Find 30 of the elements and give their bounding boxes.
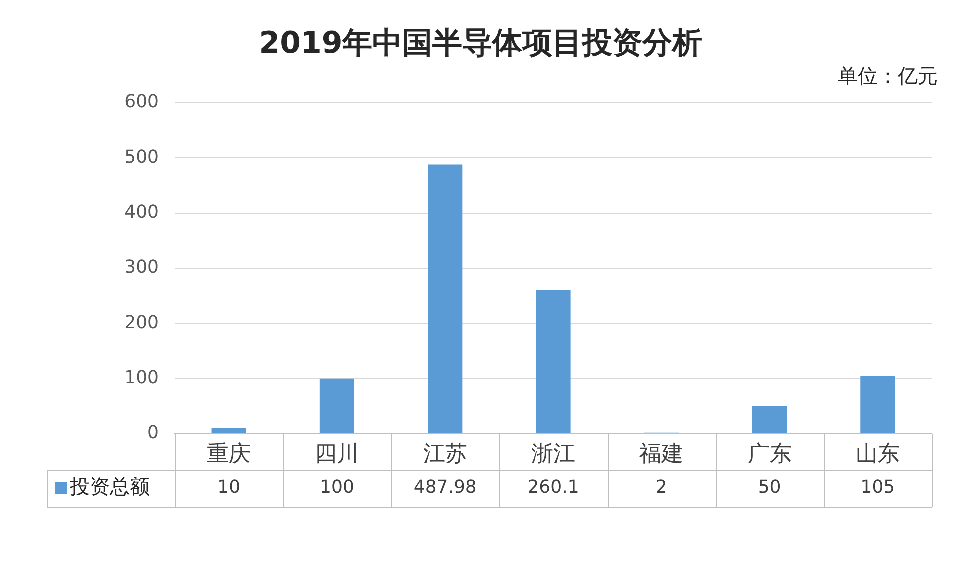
y-tick-label: 200 <box>124 312 159 334</box>
y-tick-label: 0 <box>148 422 159 444</box>
x-tick-label: 四川 <box>315 442 360 467</box>
x-tick-label: 重庆 <box>207 442 252 467</box>
x-tick-label: 江苏 <box>423 442 468 467</box>
data-label: 105 <box>860 477 896 498</box>
bar <box>212 428 246 434</box>
text: 单位：亿元 <box>838 64 938 88</box>
data-label: 100 <box>320 477 354 498</box>
y-tick-label: 400 <box>124 202 159 224</box>
data-label: 2 <box>656 477 668 498</box>
data-label: 260.1 <box>528 477 580 498</box>
y-tick-label: 100 <box>124 368 159 389</box>
data-label: 10 <box>218 477 241 498</box>
legend-label: 投资总额 <box>69 474 150 499</box>
data-label: 50 <box>758 477 782 498</box>
y-tick-label: 600 <box>124 92 159 113</box>
x-tick-label: 山东 <box>856 442 900 467</box>
bar <box>860 376 896 434</box>
bar <box>752 406 788 434</box>
bar <box>320 378 355 434</box>
bar <box>428 164 463 434</box>
y-tick-label: 500 <box>124 146 159 168</box>
x-tick-label: 福建 <box>640 442 684 467</box>
bar <box>536 290 571 434</box>
x-tick-label: 广东 <box>748 442 792 467</box>
data-label: 487.98 <box>414 477 477 498</box>
chart-title: 2019年中国半导体项目投资分析 <box>259 26 703 61</box>
x-tick-label: 浙江 <box>532 442 576 467</box>
y-tick-label: 300 <box>124 257 159 278</box>
